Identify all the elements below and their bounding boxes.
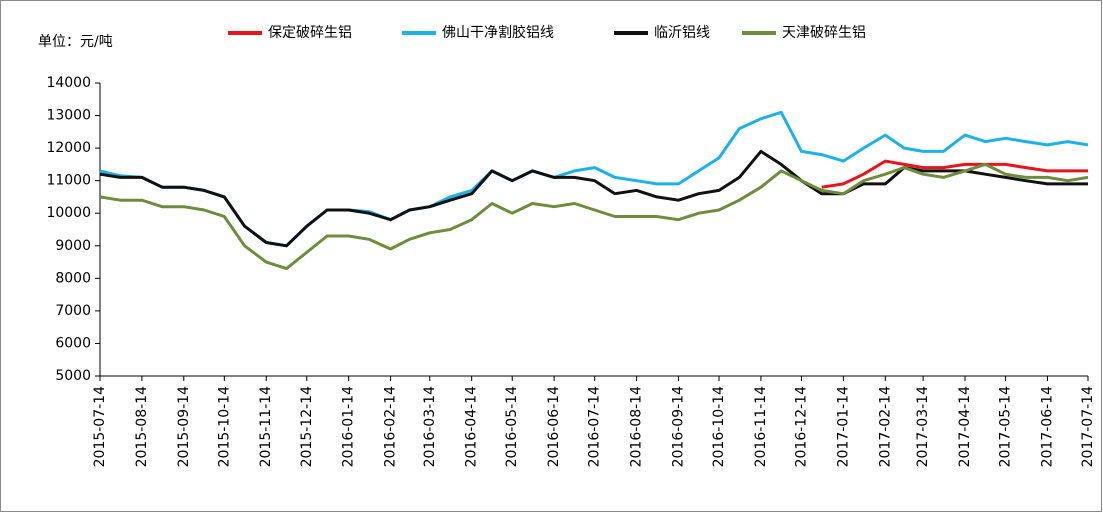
x-tick-label: 2017-05-14 bbox=[998, 386, 1014, 467]
series-line bbox=[99, 162, 1089, 271]
x-tick-label: 2017-02-14 bbox=[877, 386, 893, 467]
y-tick-label: 5000 bbox=[55, 368, 91, 384]
x-tick-label: 2015-12-14 bbox=[299, 386, 315, 467]
series-line bbox=[99, 149, 1088, 248]
legend-label: 佛山干净割胶铝线 bbox=[442, 24, 554, 41]
x-tick-label: 2015-09-14 bbox=[176, 386, 192, 467]
legend-label: 临沂铝线 bbox=[654, 25, 710, 41]
y-tick-label: 7000 bbox=[55, 303, 91, 319]
y-tick-label: 10000 bbox=[46, 205, 91, 221]
x-tick-label: 2016-10-14 bbox=[711, 386, 727, 467]
x-tick-label: 2017-04-14 bbox=[957, 386, 973, 467]
x-tick-label: 2016-05-14 bbox=[504, 386, 520, 467]
y-tick-label: 14000 bbox=[46, 75, 91, 91]
x-tick-label: 2016-02-14 bbox=[383, 386, 399, 467]
x-tick-label: 2016-12-14 bbox=[793, 386, 809, 467]
x-tick-label: 2016-01-14 bbox=[341, 386, 357, 467]
x-tick-label: 2017-01-14 bbox=[835, 386, 851, 467]
y-tick-label: 6000 bbox=[55, 335, 91, 351]
y-tick-label: 9000 bbox=[55, 238, 91, 254]
legend-label: 保定破碎生铝 bbox=[268, 25, 352, 41]
y-tick-label: 13000 bbox=[46, 108, 91, 124]
unit-label: 单位：元/吨 bbox=[38, 34, 113, 50]
x-tick-label: 2015-07-14 bbox=[92, 386, 108, 467]
x-tick-label: 2016-08-14 bbox=[629, 386, 645, 467]
x-tick-label: 2016-03-14 bbox=[422, 386, 438, 467]
x-tick-label: 2017-06-14 bbox=[1039, 386, 1055, 467]
x-tick-label: 2016-04-14 bbox=[464, 386, 480, 467]
x-tick-label: 2016-06-14 bbox=[546, 386, 562, 467]
x-tick-label: 2016-07-14 bbox=[587, 386, 603, 467]
y-tick-label: 11000 bbox=[46, 173, 91, 189]
x-tick-label: 2016-09-14 bbox=[670, 386, 686, 467]
x-tick-label: 2017-07-14 bbox=[1080, 386, 1096, 467]
y-tick-label: 12000 bbox=[46, 140, 91, 156]
x-tick-label: 2017-03-14 bbox=[915, 386, 931, 467]
x-tick-label: 2016-11-14 bbox=[753, 386, 769, 467]
x-tick-label: 2015-10-14 bbox=[216, 386, 232, 467]
series-line bbox=[821, 159, 1088, 189]
legend-label: 天津破碎生铝 bbox=[782, 25, 866, 41]
x-tick-label: 2015-11-14 bbox=[258, 386, 274, 467]
x-tick-label: 2015-08-14 bbox=[134, 386, 150, 467]
y-tick-label: 8000 bbox=[55, 270, 91, 286]
